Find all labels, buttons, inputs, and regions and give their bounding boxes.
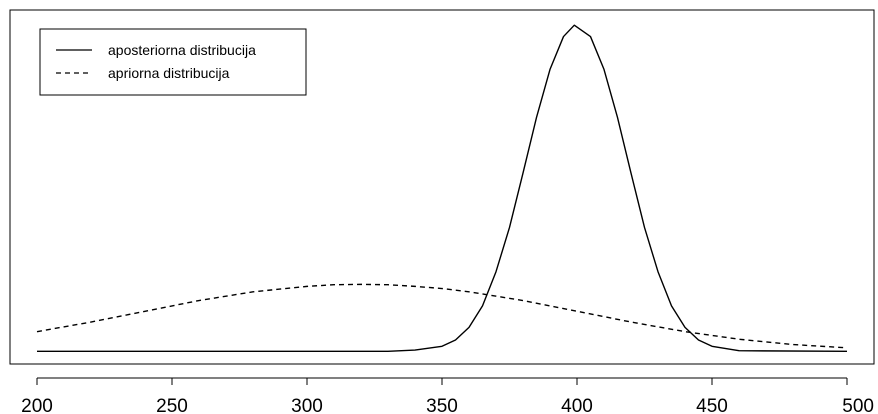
x-tick-label: 350 (426, 396, 458, 414)
x-tick-label: 400 (561, 396, 593, 414)
legend-label-posterior: aposteriorna distribucija (108, 42, 256, 58)
plot-frame (9, 9, 875, 365)
x-tick-label: 300 (291, 396, 323, 414)
legend: aposteriorna distribucija apriorna distr… (39, 28, 307, 96)
series-line-posterior (37, 24, 848, 353)
x-axis: 200 250 300 350 400 450 500 (21, 377, 874, 414)
x-tick-label: 500 (842, 396, 874, 414)
legend-label-prior: apriorna distribucija (108, 65, 230, 81)
legend-box (39, 28, 307, 96)
x-tick-label: 450 (696, 396, 728, 414)
series-line-prior (36, 283, 848, 349)
series-layer (36, 24, 848, 353)
x-tick-label: 250 (156, 396, 188, 414)
x-tick-label: 200 (21, 396, 53, 414)
